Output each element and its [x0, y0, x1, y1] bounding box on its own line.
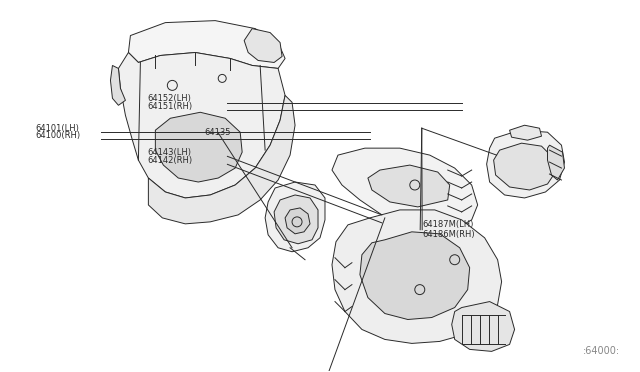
Polygon shape — [111, 65, 125, 105]
Polygon shape — [332, 148, 477, 230]
Polygon shape — [452, 302, 515, 352]
Polygon shape — [148, 95, 295, 224]
Text: :64000:: :64000: — [583, 346, 620, 356]
Text: 64151(RH): 64151(RH) — [148, 102, 193, 111]
Text: 64152(LH): 64152(LH) — [148, 94, 191, 103]
Polygon shape — [265, 182, 325, 252]
Text: 64187M(LH): 64187M(LH) — [422, 221, 474, 230]
Polygon shape — [129, 20, 285, 68]
Text: 64186M(RH): 64186M(RH) — [422, 230, 475, 239]
Polygon shape — [360, 232, 470, 320]
Polygon shape — [285, 208, 310, 234]
Polygon shape — [274, 195, 318, 244]
Polygon shape — [509, 125, 541, 140]
Polygon shape — [156, 112, 242, 182]
Polygon shape — [486, 130, 564, 198]
Text: 64143(LH): 64143(LH) — [148, 148, 191, 157]
Polygon shape — [244, 29, 282, 62]
Text: 64100(RH): 64100(RH) — [36, 131, 81, 141]
Text: 64135: 64135 — [205, 128, 231, 137]
Polygon shape — [493, 143, 556, 190]
Polygon shape — [118, 52, 285, 198]
Polygon shape — [332, 210, 502, 343]
Polygon shape — [547, 145, 564, 180]
Text: 64101(LH): 64101(LH) — [36, 124, 80, 133]
Polygon shape — [368, 165, 450, 207]
Text: 64142(RH): 64142(RH) — [148, 155, 193, 164]
